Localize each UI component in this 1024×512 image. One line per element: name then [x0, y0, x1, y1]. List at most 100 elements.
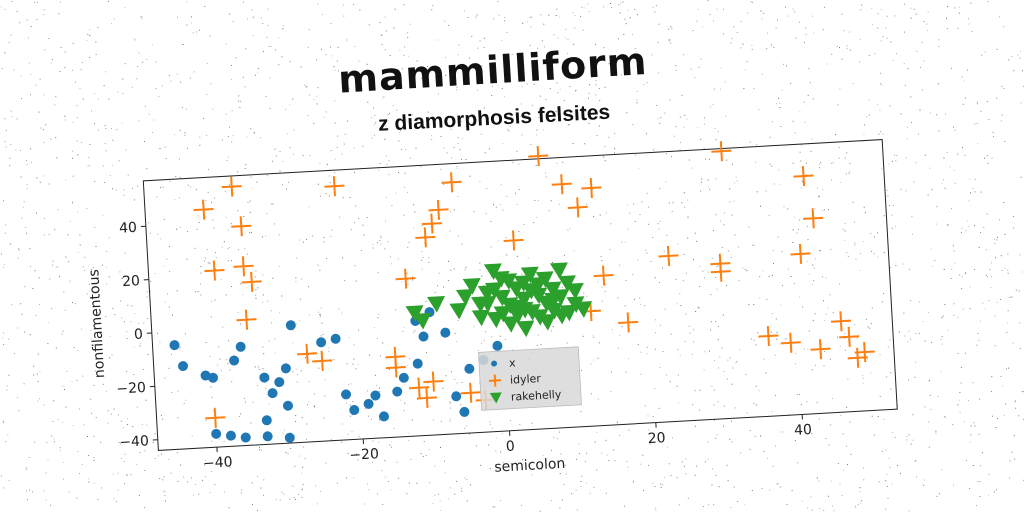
data-point-x — [282, 400, 293, 411]
data-point-idyler — [428, 199, 449, 220]
y-tick-label: −40 — [119, 433, 149, 451]
data-point-x — [492, 340, 503, 351]
data-point-idyler — [803, 208, 824, 229]
data-point-idyler — [395, 268, 416, 289]
data-point-idyler — [551, 174, 572, 195]
data-point-rakehelly — [493, 305, 512, 323]
legend-box — [477, 346, 582, 411]
data-point-idyler — [780, 332, 801, 353]
data-point-rakehelly — [544, 292, 563, 309]
data-point-rakehelly — [520, 266, 539, 284]
data-point-idyler — [810, 339, 831, 360]
data-point-x — [280, 363, 291, 374]
data-point-idyler — [423, 371, 444, 392]
data-point-idyler — [324, 176, 345, 197]
data-point-x — [261, 415, 272, 426]
data-point-x — [370, 390, 381, 401]
data-point-x — [235, 341, 246, 352]
data-point-rakehelly — [513, 275, 532, 292]
data-point-idyler — [854, 342, 875, 363]
data-point-rakehelly — [455, 289, 474, 306]
legend-marker-idyler — [488, 374, 502, 387]
data-point-idyler — [385, 357, 406, 378]
data-point-x — [418, 331, 429, 342]
data-point-idyler — [205, 407, 226, 428]
data-point-x — [285, 320, 296, 331]
data-point-x — [464, 363, 475, 374]
legend-marker-x — [491, 360, 498, 367]
data-point-x — [262, 431, 273, 442]
legend-label: x — [509, 356, 517, 369]
data-point-rakehelly — [557, 275, 576, 292]
data-point-x — [398, 372, 409, 383]
data-point-rakehelly — [522, 304, 541, 321]
y-axis-label: nonfilamentous — [86, 269, 108, 379]
data-point-x — [240, 432, 251, 443]
data-point-x — [178, 361, 189, 372]
data-point-idyler — [710, 261, 731, 282]
data-point-x — [267, 388, 278, 399]
data-point-x — [392, 386, 403, 397]
data-point-rakehelly — [449, 302, 468, 320]
data-point-rakehelly — [491, 270, 510, 288]
data-point-rakehelly — [549, 262, 568, 280]
x-tick-label: −20 — [349, 446, 379, 464]
data-point-idyler — [711, 141, 732, 162]
data-point-idyler — [793, 166, 814, 187]
data-point-x — [229, 355, 240, 366]
data-point-rakehelly — [462, 277, 481, 295]
data-point-idyler — [460, 382, 481, 403]
data-point-x — [169, 340, 180, 351]
data-point-rakehelly — [484, 282, 503, 299]
data-point-rakehelly — [483, 263, 502, 281]
data-point-x — [412, 358, 423, 369]
data-point-rakehelly — [529, 287, 548, 305]
x-axis-label: semicolon — [494, 456, 566, 476]
data-point-x — [341, 389, 352, 400]
data-point-x — [330, 333, 341, 344]
data-point-rakehelly — [501, 315, 520, 333]
data-point-rakehelly — [507, 299, 526, 317]
data-point-rakehelly — [544, 302, 563, 320]
data-point-x — [440, 327, 451, 338]
data-point-idyler — [658, 245, 679, 266]
data-point-x — [211, 428, 222, 439]
data-point-x — [208, 372, 219, 383]
legend-label: idyler — [510, 372, 542, 387]
data-point-idyler — [297, 343, 318, 364]
data-point-rakehelly — [471, 309, 490, 327]
x-tick-label: 20 — [647, 430, 666, 447]
data-point-idyler — [503, 230, 524, 251]
data-point-rakehelly — [405, 305, 424, 322]
data-point-idyler — [193, 199, 214, 220]
data-point-x — [259, 372, 270, 383]
data-point-idyler — [236, 309, 257, 330]
data-point-x — [459, 406, 470, 417]
data-point-idyler — [839, 326, 860, 347]
data-point-x — [225, 430, 236, 441]
data-point-idyler — [421, 213, 442, 234]
data-point-x — [284, 432, 295, 443]
data-point-idyler — [409, 377, 430, 398]
data-point-idyler — [231, 216, 252, 237]
data-point-idyler — [312, 350, 333, 371]
data-point-idyler — [790, 243, 811, 264]
data-point-rakehelly — [552, 307, 571, 325]
data-point-rakehelly — [426, 296, 445, 313]
data-point-idyler — [567, 197, 588, 218]
data-point-x — [451, 391, 462, 402]
x-tick-label: 0 — [506, 439, 516, 455]
data-point-rakehelly — [574, 301, 593, 318]
data-point-rakehelly — [538, 313, 557, 331]
data-point-idyler — [528, 146, 549, 167]
data-point-idyler — [758, 325, 779, 347]
data-point-rakehelly — [514, 291, 533, 308]
data-point-idyler — [441, 172, 462, 193]
data-point-idyler — [830, 311, 851, 332]
data-point-idyler — [581, 177, 602, 198]
data-point-x — [378, 411, 389, 422]
data-point-x — [316, 337, 327, 348]
data-point-rakehelly — [528, 276, 547, 294]
plot-area-frame — [142, 139, 898, 451]
